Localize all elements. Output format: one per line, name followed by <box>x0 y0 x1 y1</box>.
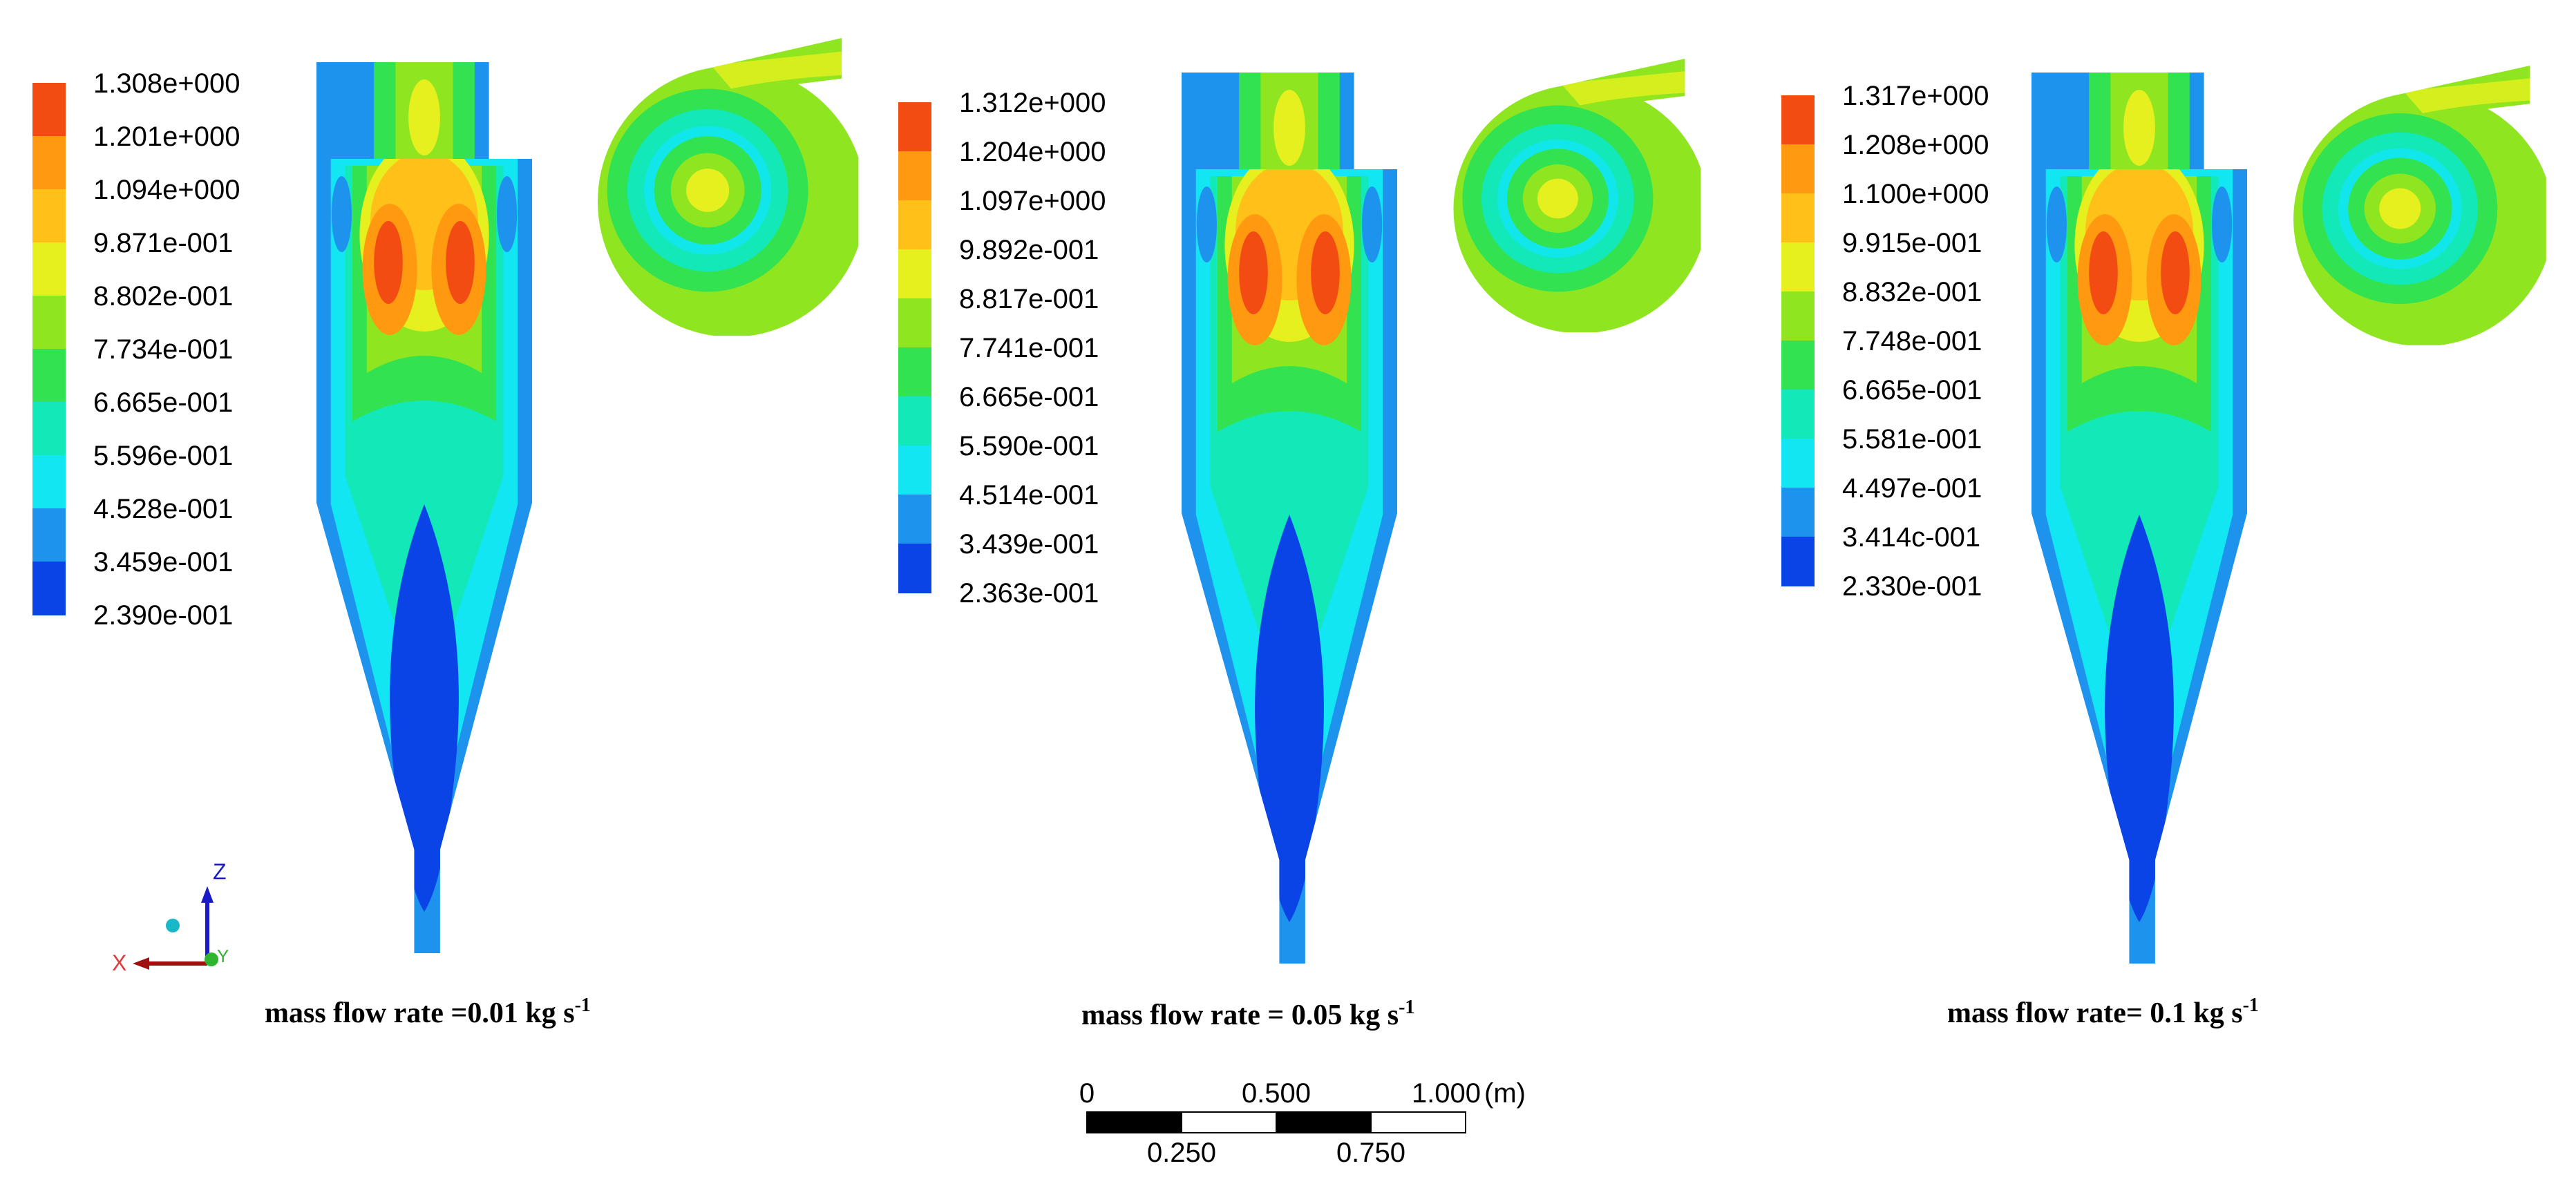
legend-value: 1.208e+000 <box>1842 130 1989 160</box>
legend-swatch <box>32 402 66 456</box>
legend-value: 2.330e-001 <box>1842 571 1982 602</box>
legend-swatch <box>1781 95 1815 145</box>
legend-value: 5.590e-001 <box>959 431 1099 461</box>
legend-swatch <box>1781 291 1815 341</box>
legend-value: 5.581e-001 <box>1842 424 1982 454</box>
legend-swatch <box>898 495 931 544</box>
legend-bar-3 <box>1781 95 1815 586</box>
legend-value: 1.201e+000 <box>93 122 240 152</box>
legend-value: 4.514e-001 <box>959 480 1099 510</box>
legend-labels-3: 1.317e+000 1.208e+000 1.100e+000 9.915e-… <box>1842 81 1989 602</box>
legend-labels-2: 1.312e+000 1.204e+000 1.097e+000 9.892e-… <box>959 88 1106 609</box>
legend-value: 6.665e-001 <box>1842 375 1982 405</box>
scale-label: 0 <box>1079 1078 1095 1109</box>
axis-label-y: Y <box>217 946 229 966</box>
legend-swatch <box>1781 537 1815 586</box>
legend-value: 1.308e+000 <box>93 68 240 99</box>
legend-swatch <box>898 200 931 250</box>
cyclone-top-view-2 <box>1453 59 1701 333</box>
legend-swatch <box>32 349 66 403</box>
legend-swatch <box>898 544 931 593</box>
legend-value: 1.094e+000 <box>93 175 240 205</box>
legend-value: 9.892e-001 <box>959 235 1099 265</box>
legend-value: 1.317e+000 <box>1842 81 1989 111</box>
axis-label-x: X <box>112 950 126 975</box>
scale-label: 0.750 <box>1336 1138 1405 1168</box>
legend-swatch <box>1781 144 1815 194</box>
legend-swatch <box>32 189 66 243</box>
legend-2: 1.312e+000 1.204e+000 1.097e+000 9.892e-… <box>898 88 1106 609</box>
legend-value: 1.100e+000 <box>1842 179 1989 209</box>
axis-triad: Z X Y <box>112 859 229 975</box>
legend-value: 1.204e+000 <box>959 137 1106 167</box>
cyclone-side-view-3 <box>2032 73 2247 964</box>
scale-label: 0.500 <box>1242 1078 1311 1109</box>
legend-value: 2.363e-001 <box>959 578 1099 609</box>
legend-swatch <box>1781 193 1815 243</box>
legend-1: 1.308e+000 1.201e+000 1.094e+000 9.871e-… <box>32 68 240 631</box>
legend-value: 4.528e-001 <box>93 494 233 524</box>
legend-swatch <box>32 296 66 349</box>
legend-swatch <box>898 396 931 446</box>
caption-3: mass flow rate= 0.1 kg s-1 <box>1947 995 2259 1029</box>
legend-swatch <box>1781 390 1815 439</box>
scale-label: 0.250 <box>1147 1138 1216 1168</box>
legend-bar-2 <box>898 102 931 593</box>
panel-1: 1.308e+000 1.201e+000 1.094e+000 9.871e-… <box>32 38 859 1029</box>
legend-bar-1 <box>32 83 66 615</box>
legend-swatch <box>898 249 931 299</box>
legend-value: 8.802e-001 <box>93 281 233 312</box>
legend-swatch <box>1781 341 1815 390</box>
legend-value: 3.459e-001 <box>93 547 233 577</box>
scale-unit: (m) <box>1484 1078 1526 1109</box>
caption-1: mass flow rate =0.01 kg s-1 <box>265 995 591 1029</box>
cyclone-side-view-2 <box>1182 73 1397 964</box>
legend-value: 7.734e-001 <box>93 334 233 365</box>
legend-swatch <box>898 102 931 152</box>
legend-value: 2.390e-001 <box>93 600 233 631</box>
axis-label-z: Z <box>213 859 227 884</box>
legend-value: 7.748e-001 <box>1842 326 1982 356</box>
legend-value: 8.817e-001 <box>959 284 1099 314</box>
legend-value: 3.439e-001 <box>959 529 1099 559</box>
legend-swatch <box>32 83 66 137</box>
legend-swatch <box>32 136 66 190</box>
legend-value: 6.665e-001 <box>93 387 233 418</box>
scale-bar: 0 0.500 1.000 (m) 0.250 0.750 <box>1079 1078 1526 1168</box>
legend-3: 1.317e+000 1.208e+000 1.100e+000 9.915e-… <box>1781 81 1989 602</box>
legend-swatch <box>898 446 931 495</box>
legend-swatch <box>898 347 931 397</box>
legend-value: 3.414c-001 <box>1842 522 1980 553</box>
panel-3: 1.317e+000 1.208e+000 1.100e+000 9.915e-… <box>1781 66 2546 1029</box>
scale-label: 1.000 <box>1412 1078 1481 1109</box>
panel-2: 1.312e+000 1.204e+000 1.097e+000 9.892e-… <box>898 59 1701 1031</box>
legend-labels-1: 1.308e+000 1.201e+000 1.094e+000 9.871e-… <box>93 68 240 631</box>
cyclone-top-view-3 <box>2293 66 2546 345</box>
legend-value: 1.097e+000 <box>959 186 1106 216</box>
legend-swatch <box>32 508 66 562</box>
legend-swatch <box>32 562 66 615</box>
legend-swatch <box>1781 488 1815 537</box>
legend-swatch <box>898 151 931 201</box>
legend-value: 8.832e-001 <box>1842 277 1982 307</box>
legend-value: 5.596e-001 <box>93 441 233 471</box>
legend-value: 4.497e-001 <box>1842 473 1982 504</box>
legend-swatch <box>898 298 931 348</box>
legend-value: 1.312e+000 <box>959 88 1106 118</box>
legend-swatch <box>1781 242 1815 292</box>
legend-value: 6.665e-001 <box>959 382 1099 412</box>
caption-2: mass flow rate = 0.05 kg s-1 <box>1081 997 1414 1031</box>
cyclone-side-view-1 <box>316 62 532 953</box>
legend-swatch <box>32 242 66 296</box>
cyclone-top-view-1 <box>598 38 859 336</box>
legend-swatch <box>32 455 66 509</box>
legend-swatch <box>1781 439 1815 488</box>
legend-value: 9.915e-001 <box>1842 228 1982 258</box>
legend-value: 9.871e-001 <box>93 228 233 258</box>
legend-value: 7.741e-001 <box>959 333 1099 363</box>
